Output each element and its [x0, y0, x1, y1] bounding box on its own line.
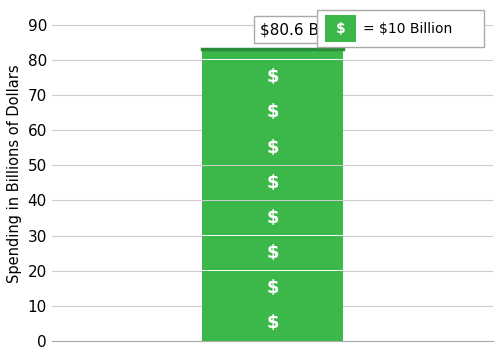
- Text: = $10 Billion: = $10 Billion: [363, 22, 452, 36]
- Bar: [202, 49, 343, 59]
- Text: $: $: [266, 244, 278, 262]
- Bar: [202, 306, 343, 341]
- Text: $: $: [266, 104, 278, 121]
- Text: $: $: [266, 68, 278, 86]
- Text: $: $: [266, 209, 278, 227]
- Text: $: $: [336, 22, 345, 36]
- Text: $: $: [266, 279, 278, 297]
- Y-axis label: Spending in Billions of Dollars: Spending in Billions of Dollars: [7, 65, 22, 283]
- Bar: [202, 271, 343, 306]
- Bar: [202, 166, 343, 200]
- Bar: [202, 236, 343, 270]
- FancyBboxPatch shape: [316, 10, 484, 47]
- Text: $: $: [266, 315, 278, 332]
- Bar: [202, 201, 343, 235]
- Bar: [202, 130, 343, 165]
- Bar: [202, 95, 343, 130]
- Text: $80.6 Billion: $80.6 Billion: [260, 22, 355, 37]
- Bar: [202, 60, 343, 95]
- Text: $: $: [266, 139, 278, 157]
- Bar: [326, 15, 356, 42]
- Text: $: $: [266, 174, 278, 192]
